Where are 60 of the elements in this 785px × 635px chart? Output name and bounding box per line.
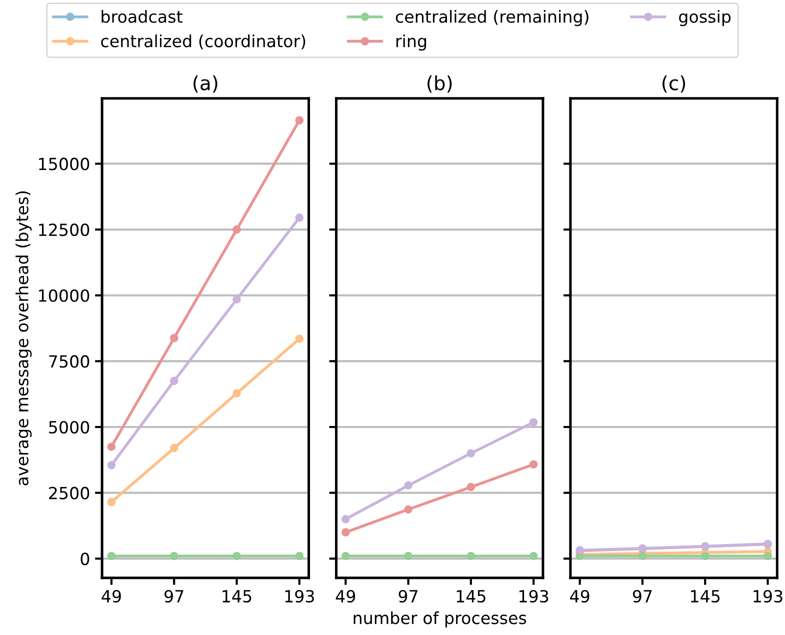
point [466, 449, 476, 458]
point [466, 552, 476, 560]
point [529, 418, 538, 426]
point [466, 482, 476, 492]
x-tick-label: 145 [456, 590, 486, 603]
y-tick-label: 0 [80, 552, 90, 566]
x-axis-title: number of processes [354, 611, 526, 628]
point [341, 552, 350, 560]
point [170, 376, 178, 386]
point [107, 498, 116, 506]
point [107, 552, 116, 560]
legend-label: gossip [679, 10, 731, 26]
point [107, 461, 116, 470]
x-tick-label: 97 [164, 590, 184, 603]
point [700, 552, 710, 560]
point [295, 552, 304, 560]
point [232, 225, 241, 234]
legend-label: centralized (coordinator) [101, 34, 306, 50]
x-tick-label: 49 [336, 590, 356, 603]
point [404, 505, 412, 514]
y-tick-label: 10000 [39, 289, 90, 302]
point [404, 481, 412, 490]
point [638, 552, 647, 560]
point [295, 214, 304, 222]
x-tick-label: 97 [632, 590, 652, 603]
x-tick-label: 145 [222, 590, 252, 603]
point [295, 116, 304, 124]
point [232, 552, 241, 560]
chart-title: (a) [194, 75, 218, 93]
y-tick-label: 12500 [39, 224, 90, 236]
y-tick-label: 2500 [49, 486, 90, 500]
point [170, 552, 178, 560]
point [404, 552, 412, 560]
y-tick-label: 7500 [49, 355, 90, 368]
point [295, 334, 304, 343]
x-tick-label: 193 [519, 590, 548, 603]
point [170, 444, 178, 452]
y-tick-label: 15000 [39, 158, 90, 170]
chart-title: (c) [662, 75, 686, 93]
point [341, 528, 350, 536]
y-axis-title: average message overhead (bytes) [16, 191, 32, 486]
point [764, 552, 772, 560]
x-tick-label: 49 [570, 590, 590, 603]
x-tick-label: 193 [285, 590, 314, 603]
point [341, 514, 350, 524]
y-tick-label: 5000 [49, 420, 90, 434]
legend-label: broadcast [102, 10, 182, 23]
point [529, 552, 538, 560]
x-tick-label: 49 [102, 590, 121, 603]
point [232, 295, 241, 304]
point [529, 460, 538, 469]
chart-title: (b) [428, 75, 452, 93]
point [170, 334, 178, 342]
x-tick-label: 145 [691, 590, 720, 603]
x-tick-label: 97 [398, 590, 418, 603]
point [232, 389, 241, 398]
point [107, 442, 116, 451]
legend-label: ring [396, 34, 426, 51]
x-tick-label: 193 [754, 590, 782, 603]
legend-label: centralized (remaining) [396, 10, 588, 26]
